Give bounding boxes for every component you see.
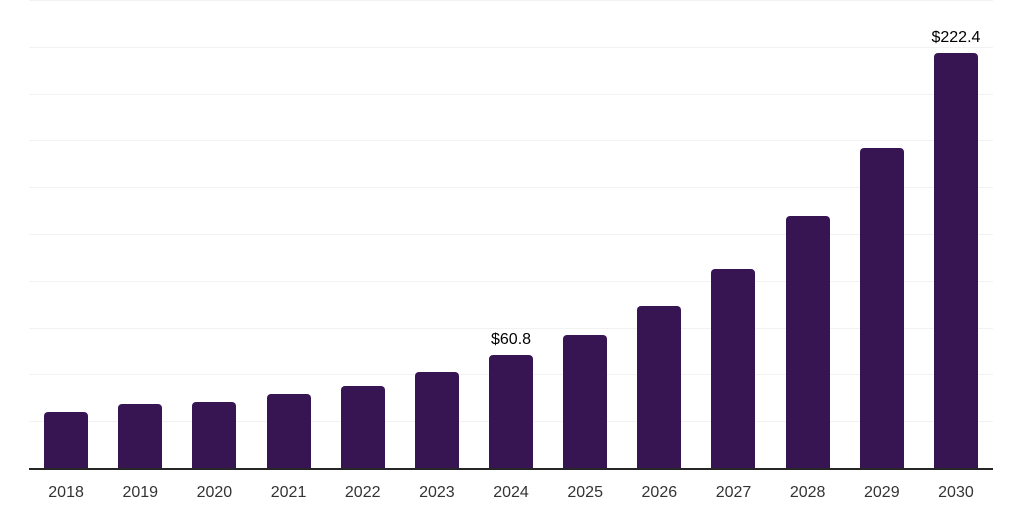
bar-slot-2021 bbox=[251, 1, 325, 469]
bar-slot-2019 bbox=[103, 1, 177, 469]
bar-slot-2018 bbox=[29, 1, 103, 469]
bar-slot-2029 bbox=[845, 1, 919, 469]
x-tick-label-2028: 2028 bbox=[789, 484, 826, 501]
bar-slot-2023 bbox=[400, 1, 474, 469]
bar-slot-2022 bbox=[326, 1, 400, 469]
bar-2020 bbox=[192, 402, 237, 469]
x-tick-label-2026: 2026 bbox=[641, 484, 678, 501]
bar-slot-2027 bbox=[696, 1, 770, 469]
bar-slot-2028 bbox=[771, 1, 845, 469]
bar-slot-2024: $60.8 bbox=[474, 1, 548, 469]
bar-2028 bbox=[785, 215, 830, 469]
data-label-2030: $222.4 bbox=[931, 28, 981, 46]
bar-2027 bbox=[711, 269, 756, 469]
bar-slot-2025 bbox=[548, 1, 622, 469]
gridline-175 bbox=[29, 140, 993, 142]
x-tick-label-2027: 2027 bbox=[715, 484, 752, 501]
x-tick-label-2021: 2021 bbox=[270, 484, 307, 501]
bar-slot-2030: $222.4 bbox=[919, 1, 993, 469]
x-axis-line bbox=[29, 468, 993, 470]
gridline-225 bbox=[29, 46, 993, 48]
bars-layer: $60.8 $222.4 bbox=[29, 1, 993, 469]
gridline-250 bbox=[29, 0, 993, 1]
bar-2022 bbox=[340, 385, 385, 469]
gridline-200 bbox=[29, 93, 993, 95]
bar-slot-2026 bbox=[622, 1, 696, 469]
gridline-75 bbox=[29, 327, 993, 329]
x-tick-label-2024: 2024 bbox=[493, 484, 529, 501]
x-tick-label-2019: 2019 bbox=[122, 484, 159, 501]
bar-2025 bbox=[563, 334, 608, 469]
bar-2018 bbox=[44, 412, 89, 469]
bar-2019 bbox=[118, 404, 163, 469]
x-tick-label-2029: 2029 bbox=[864, 484, 900, 501]
bar-2029 bbox=[859, 147, 904, 469]
gridline-125 bbox=[29, 234, 993, 235]
x-tick-label-2022: 2022 bbox=[344, 484, 381, 501]
x-tick-label-2020: 2020 bbox=[196, 484, 233, 501]
bar-2026 bbox=[637, 305, 682, 469]
x-axis-labels: 2018 2019 2020 2021 2022 2023 2024 2025 2026 2027… bbox=[29, 483, 993, 502]
x-tick-label-2018: 2018 bbox=[48, 484, 84, 501]
bar-slot-2020 bbox=[177, 1, 251, 469]
gridline-150 bbox=[29, 187, 993, 189]
bar-2030 bbox=[933, 52, 978, 469]
bar-2023 bbox=[414, 372, 459, 469]
gridline-100 bbox=[29, 280, 993, 282]
x-tick-label-2023: 2023 bbox=[419, 484, 455, 501]
x-tick-label-2030: 2030 bbox=[938, 484, 974, 501]
data-label-2024: $60.8 bbox=[490, 331, 532, 349]
x-tick-label-2025: 2025 bbox=[567, 484, 603, 501]
plot-area: $60.8 $222.4 bbox=[29, 0, 993, 470]
bar-2024 bbox=[489, 355, 534, 469]
bar-2021 bbox=[266, 394, 311, 469]
